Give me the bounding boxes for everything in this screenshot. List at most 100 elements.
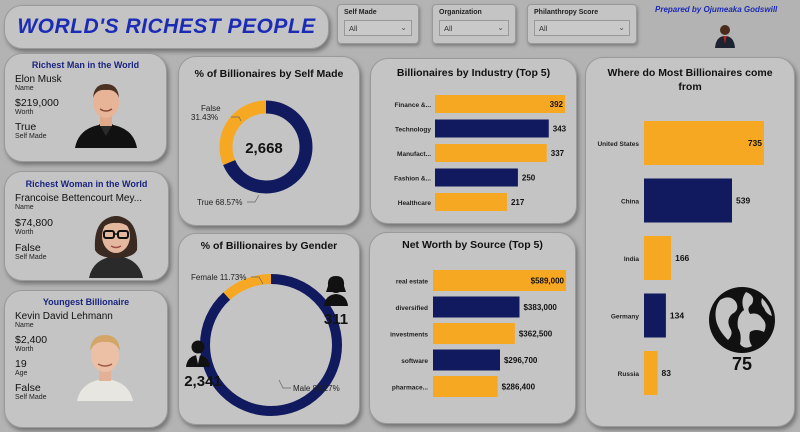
category-label: United States — [597, 141, 639, 148]
false-slice-name: False — [201, 104, 221, 113]
category-label: Manufact... — [397, 151, 431, 158]
leader-line — [278, 379, 291, 389]
slicer-label: Organization — [439, 9, 482, 16]
age-value: 19 — [15, 358, 27, 370]
organization-dropdown[interactable]: All ⌄ — [439, 20, 509, 36]
name-label: Name — [15, 322, 34, 329]
chart-title: Where do Most Billionaires come from — [607, 67, 773, 93]
category-label: Healthcare — [398, 200, 432, 207]
data-label: 539 — [736, 196, 750, 206]
richest-woman-card: Richest Woman in the World Francoise Bet… — [4, 171, 169, 281]
bar[interactable] — [644, 236, 672, 280]
data-label: $362,500 — [519, 330, 553, 339]
self-made-chart-card: % of Billionaires by Self Made 2,668 Fal… — [178, 56, 360, 226]
category-label: India — [624, 256, 640, 263]
philanthropy-dropdown[interactable]: All ⌄ — [534, 20, 630, 36]
elon-musk-photo — [71, 76, 141, 148]
worth-value: $2,400 — [15, 334, 48, 346]
leader-line — [251, 276, 264, 285]
industry-bar-chart: Finance &... 392 Technology 343 Manufact... 3… — [394, 95, 567, 211]
chart-title: Net Worth by Source (Top 5) — [402, 239, 543, 251]
bar[interactable] — [644, 178, 732, 223]
chevron-down-icon: ⌄ — [400, 23, 407, 32]
bar[interactable] — [644, 351, 658, 395]
slicer-value: All — [349, 24, 358, 33]
worth-value: $219,000 — [15, 97, 59, 109]
philanthropy-slicer[interactable]: Philanthropy Score All ⌄ — [527, 4, 637, 44]
data-label: 250 — [522, 174, 536, 183]
category-label: China — [621, 199, 639, 206]
bar[interactable] — [433, 349, 500, 371]
category-label: Germany — [611, 314, 640, 321]
bar[interactable] — [433, 323, 515, 344]
chart-title: % of Billionaires by Self Made — [194, 68, 344, 80]
data-label: 735 — [748, 138, 762, 148]
country-chart-card: Where do Most Billionaires come from Uni… — [585, 57, 795, 427]
industry-chart-card: Billionaires by Industry (Top 5) Finance… — [370, 58, 577, 224]
category-label: Finance &... — [395, 102, 432, 109]
chart-title: Billionaires by Industry (Top 5) — [396, 67, 551, 79]
worth-label: Worth — [15, 229, 34, 236]
bar[interactable] — [435, 193, 507, 211]
bar[interactable] — [435, 144, 547, 162]
slicer-value: All — [539, 24, 548, 33]
bar[interactable] — [435, 95, 565, 113]
chart-title: % of Billionaires by Gender — [200, 240, 338, 252]
data-label: $589,000 — [531, 277, 565, 286]
total-count-label: 2,668 — [245, 140, 283, 157]
bar[interactable] — [644, 121, 764, 165]
person-name: Kevin David Lehmann — [15, 311, 113, 322]
card-title: Youngest Billionaire — [42, 297, 130, 307]
self-made-value: False — [15, 382, 41, 394]
globe-icon — [709, 287, 775, 353]
country-bar-chart: United States 735 China 539 India 166 Germany 1… — [597, 121, 775, 395]
card-title: Richest Woman in the World — [25, 179, 148, 189]
youngest-billionaire-card: Youngest Billionaire Kevin David Lehmann… — [4, 290, 168, 428]
organization-slicer[interactable]: Organization All ⌄ — [432, 4, 516, 44]
data-label: 343 — [553, 125, 567, 134]
data-label: $296,700 — [504, 356, 538, 365]
title-card: WORLD'S RICHEST PEOPLE — [4, 5, 329, 49]
category-label: Russia — [618, 371, 640, 378]
bar[interactable] — [644, 293, 666, 338]
bar[interactable] — [433, 376, 498, 397]
leader-line — [247, 194, 260, 203]
true-slice-label: True 68.57% — [197, 198, 243, 207]
self-made-dropdown[interactable]: All ⌄ — [344, 20, 412, 36]
chevron-down-icon: ⌄ — [618, 23, 625, 32]
slicer-label: Self Made — [344, 9, 377, 16]
data-label: $286,400 — [502, 383, 536, 392]
data-label: 337 — [551, 149, 565, 158]
slicer-label: Philanthropy Score — [534, 9, 599, 16]
category-label: software — [401, 358, 428, 365]
richest-man-card: Richest Man in the World Elon Musk Name … — [4, 53, 167, 162]
self-made-label: Self Made — [15, 254, 47, 261]
self-made-value: False — [15, 242, 41, 254]
bar[interactable] — [435, 168, 518, 187]
card-title: Richest Man in the World — [31, 60, 140, 70]
networth-source-bar-chart: real estate $589,000 diversified $383,000 in… — [390, 270, 566, 397]
page-title: WORLD'S RICHEST PEOPLE — [17, 15, 316, 38]
networth-source-chart-card: Net Worth by Source (Top 5) real estate $… — [369, 232, 576, 424]
self-made-label: Self Made — [15, 394, 47, 401]
age-label: Age — [15, 370, 28, 377]
self-made-slicer[interactable]: Self Made All ⌄ — [337, 4, 419, 44]
bar[interactable] — [433, 270, 566, 291]
kevin-lehmann-photo — [63, 327, 147, 401]
self-made-value: True — [15, 121, 37, 133]
donut-slice-female[interactable] — [200, 274, 342, 416]
data-label: $383,000 — [523, 303, 557, 312]
author-photo — [712, 22, 738, 48]
self-made-donut-chart: 2,668 False 31.43% True 68.57% — [191, 100, 313, 207]
category-label: Fashion &... — [394, 176, 431, 183]
donut-slice-false[interactable] — [219, 100, 313, 194]
name-label: Name — [15, 204, 34, 211]
francoise-bettencourt-photo — [85, 206, 147, 278]
data-label: 392 — [550, 100, 564, 109]
category-label: real estate — [396, 279, 429, 286]
bar[interactable] — [433, 296, 520, 318]
worth-value: $74,800 — [15, 217, 53, 229]
country-count-label: 75 — [732, 354, 752, 374]
name-label: Name — [15, 85, 34, 92]
bar[interactable] — [435, 119, 549, 138]
